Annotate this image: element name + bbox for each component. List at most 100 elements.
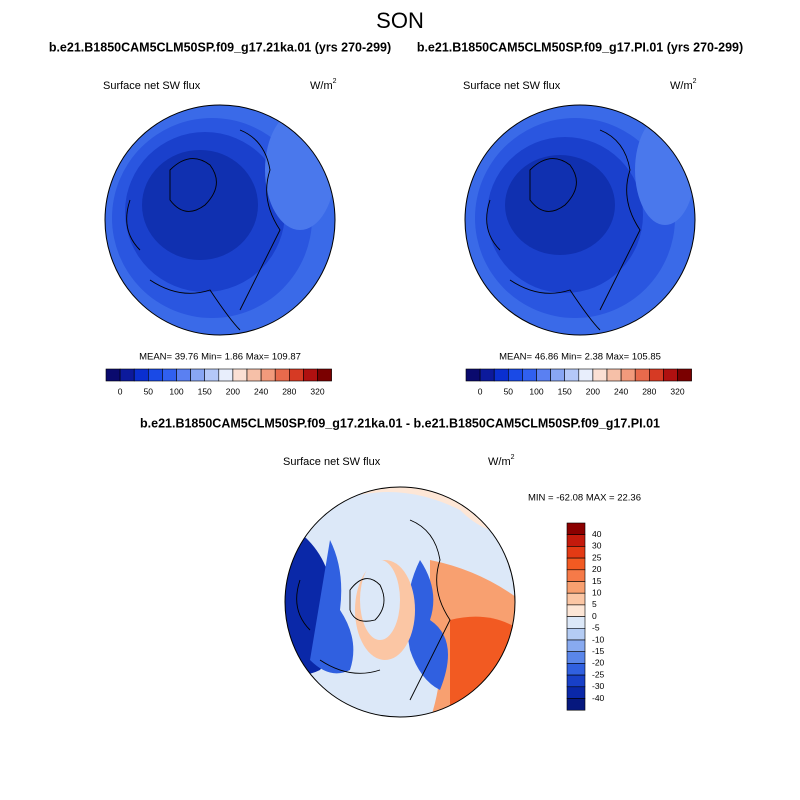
colorbar-box — [566, 592, 586, 606]
colorbar-box — [162, 368, 177, 382]
colorbar-label: -10 — [592, 634, 605, 644]
colorbar-box — [493, 368, 509, 382]
colorbar-box — [133, 368, 149, 382]
colorbar-box — [190, 368, 206, 382]
stats-label: MEAN= 39.76 Min= 1.86 Max= 109.87 — [139, 352, 301, 363]
colorbar-box — [592, 368, 608, 382]
colorbar-box — [566, 616, 586, 629]
colorbar-box — [566, 569, 586, 582]
colorbar-box — [648, 368, 664, 382]
colorbar-label: 0 — [118, 386, 123, 396]
colorbar-box — [620, 368, 636, 382]
colorbar-box — [566, 557, 586, 571]
colorbar-label: 0 — [478, 386, 483, 396]
figure-title: SON — [376, 8, 424, 33]
variable-label: Surface net SW flux — [463, 80, 561, 92]
colorbar-box — [578, 368, 594, 382]
colorbar-label: 240 — [254, 386, 268, 396]
colorbar-box — [522, 368, 537, 382]
units-label: W/m2 — [488, 454, 515, 468]
colorbar-label: 25 — [592, 552, 602, 562]
colorbar-box — [204, 368, 220, 382]
units-label: W/m2 — [310, 78, 337, 92]
colorbar-label: 320 — [310, 386, 324, 396]
colorbar-box — [677, 368, 692, 382]
colorbar-label: -20 — [592, 658, 605, 668]
colorbar-box — [465, 368, 481, 382]
colorbar-box — [479, 368, 495, 382]
colorbar-box — [663, 368, 678, 382]
colorbar-box — [218, 368, 234, 382]
colorbar-box — [566, 522, 586, 535]
panel-title: b.e21.B1850CAM5CLM50SP.f09_g17.21ka.01 -… — [140, 416, 660, 430]
map-pi — [465, 105, 695, 335]
colorbar-box — [566, 686, 586, 699]
colorbar-box — [119, 368, 135, 382]
units-power: 2 — [511, 454, 515, 461]
stats-label: MIN = -62.08 MAX = 22.36 — [528, 493, 641, 504]
colorbar-label: 10 — [592, 587, 602, 597]
units: W/m — [310, 80, 333, 92]
colorbar-label: -15 — [592, 646, 605, 656]
colorbar-box — [507, 368, 523, 382]
colorbar-box — [566, 698, 586, 711]
stats-label: MEAN= 46.86 Min= 2.38 Max= 105.85 — [499, 352, 661, 363]
colorbar-label: -40 — [592, 693, 605, 703]
colorbar-label: 5 — [592, 599, 597, 609]
units: W/m — [488, 456, 511, 468]
map-border — [464, 104, 696, 336]
colorbar-box — [606, 368, 622, 382]
units-power: 2 — [693, 78, 697, 85]
colorbar-box — [566, 663, 586, 676]
colorbar-label: 320 — [670, 386, 684, 396]
map-difference — [285, 487, 515, 717]
colorbar-label: 50 — [504, 386, 514, 396]
map-border — [284, 486, 516, 718]
colorbar-label: 100 — [529, 386, 543, 396]
colorbar-box — [317, 368, 332, 382]
colorbar-label: 280 — [642, 386, 656, 396]
colorbar-box — [566, 627, 586, 641]
colorbar-label: -30 — [592, 681, 605, 691]
colorbar-box — [260, 368, 276, 382]
variable-label: Surface net SW flux — [103, 80, 201, 92]
units-power: 2 — [333, 78, 337, 85]
colorbar-label: 150 — [558, 386, 572, 396]
colorbar-label: 280 — [282, 386, 296, 396]
map-21ka — [105, 105, 335, 335]
colorbar-label: 200 — [586, 386, 600, 396]
colorbar-label: 0 — [592, 611, 597, 621]
colorbar-box — [566, 534, 586, 547]
colorbar-box — [566, 674, 586, 688]
colorbar-label: 200 — [226, 386, 240, 396]
colorbar-box — [303, 368, 318, 382]
colorbar-label: 30 — [592, 541, 602, 551]
variable-label: Surface net SW flux — [283, 456, 381, 468]
colorbar-box — [274, 368, 290, 382]
colorbar-box — [148, 368, 163, 382]
colorbar-label: 100 — [169, 386, 183, 396]
colorbar-box — [566, 546, 586, 559]
panel-title: b.e21.B1850CAM5CLM50SP.f09_g17.PI.01 (yr… — [417, 40, 743, 54]
map-border — [104, 104, 336, 336]
colorbar-box — [564, 368, 580, 382]
colorbar-box — [566, 639, 586, 652]
colorbar-box — [176, 368, 191, 382]
colorbar-box — [105, 368, 121, 382]
colorbar-label: 15 — [592, 576, 602, 586]
colorbar-label: -25 — [592, 669, 605, 679]
colorbar-box — [566, 581, 586, 594]
colorbar-label: 40 — [592, 529, 602, 539]
colorbar-label: 240 — [614, 386, 628, 396]
units: W/m — [670, 80, 693, 92]
colorbar-box — [566, 651, 586, 664]
colorbar-box — [232, 368, 248, 382]
colorbar-box — [634, 368, 650, 382]
colorbar-box — [536, 368, 551, 382]
colorbar-box — [566, 604, 586, 617]
colorbar-box — [246, 368, 262, 382]
colorbar-box — [288, 368, 304, 382]
colorbar-label: 20 — [592, 564, 602, 574]
colorbar-label: -5 — [592, 623, 600, 633]
